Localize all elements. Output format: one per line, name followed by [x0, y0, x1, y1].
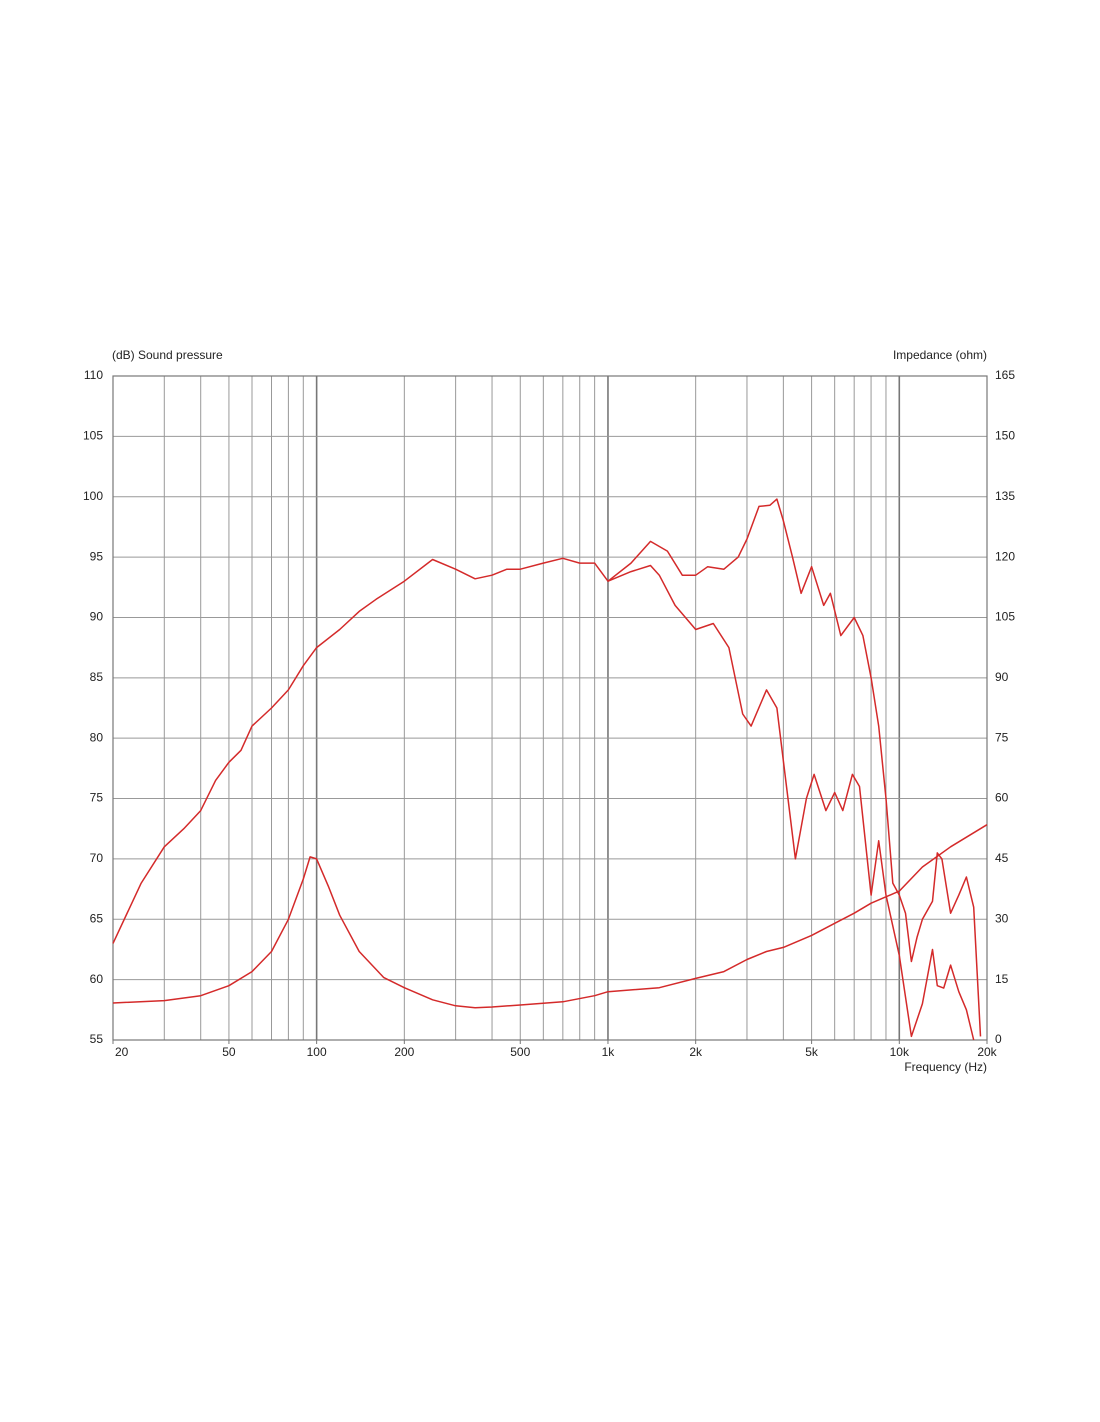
x-tick-label: 20 — [115, 1045, 129, 1059]
y2-tick-label: 60 — [995, 791, 1009, 805]
series-line — [112, 498, 982, 1037]
x-tick-label: 5k — [805, 1045, 819, 1059]
y2-tick-label: 75 — [995, 730, 1009, 744]
y2-tick-label: 45 — [995, 851, 1009, 865]
y-tick-label: 105 — [83, 429, 103, 443]
y2-tick-label: 0 — [995, 1032, 1002, 1046]
x-tick-label: 100 — [307, 1045, 327, 1059]
x-tick-label: 10k — [890, 1045, 910, 1059]
y2-tick-label: 90 — [995, 670, 1009, 684]
y2-tick-label: 30 — [995, 911, 1009, 925]
series-line — [112, 824, 988, 1009]
y-tick-label: 90 — [90, 610, 104, 624]
y-tick-label: 55 — [90, 1032, 104, 1046]
y2-tick-label: 150 — [995, 429, 1015, 443]
y-tick-label: 75 — [90, 791, 104, 805]
y-tick-label: 80 — [90, 730, 104, 744]
x-tick-label: 20k — [977, 1045, 997, 1059]
y2-tick-label: 15 — [995, 972, 1009, 986]
x-tick-label: 500 — [510, 1045, 530, 1059]
y-tick-label: 100 — [83, 489, 103, 503]
y2-axis-label: Impedance (ohm) — [893, 348, 987, 362]
y-tick-label: 70 — [90, 851, 104, 865]
x-axis-label: Frequency (Hz) — [904, 1060, 987, 1074]
y2-tick-label: 105 — [995, 610, 1015, 624]
y-tick-label: 60 — [90, 972, 104, 986]
y-tick-label: 85 — [90, 670, 104, 684]
x-tick-label: 200 — [394, 1045, 414, 1059]
y-tick-label: 110 — [84, 368, 103, 382]
y-tick-label: 95 — [90, 549, 104, 563]
y-tick-label: 65 — [90, 911, 104, 925]
y2-tick-label: 165 — [995, 368, 1015, 382]
x-tick-label: 1k — [602, 1045, 616, 1059]
x-tick-label: 50 — [222, 1045, 236, 1059]
y2-tick-label: 135 — [995, 489, 1015, 503]
series-line — [607, 564, 975, 1041]
y2-tick-label: 120 — [995, 549, 1015, 563]
plot-frame — [112, 375, 988, 1041]
x-tick-label: 2k — [689, 1045, 703, 1059]
y-axis-label: (dB) Sound pressure — [112, 348, 223, 362]
